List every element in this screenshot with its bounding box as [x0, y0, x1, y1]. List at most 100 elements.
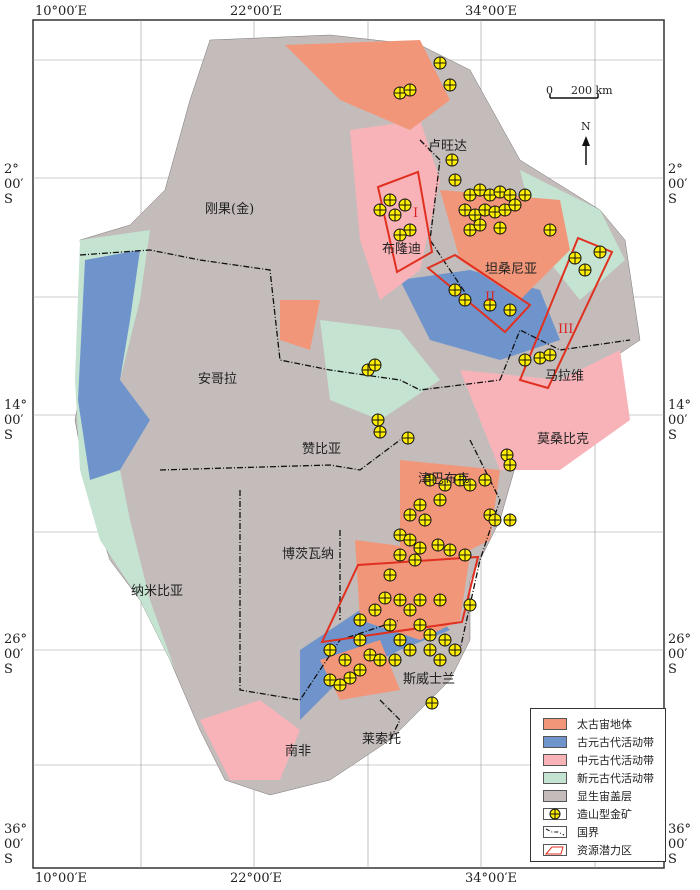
gold-deposit-icon — [488, 513, 502, 527]
north-arrow-icon — [582, 136, 590, 165]
legend-swatch — [543, 772, 567, 784]
country-burundi: 布隆迪 — [382, 242, 422, 257]
gold-deposit-icon — [383, 193, 397, 207]
scale-start: 0 — [546, 84, 553, 97]
gold-deposit-icon — [383, 568, 397, 582]
gold-deposit-icon — [431, 538, 445, 552]
gold-deposit-icon — [568, 251, 582, 265]
gold-deposit-icon — [503, 188, 517, 202]
legend-label: 太古宙地体 — [577, 718, 632, 731]
gold-deposit-icon — [353, 613, 367, 627]
gold-deposit-icon — [401, 431, 415, 445]
left-lat-label: 14° 00′ S — [4, 398, 28, 443]
gold-deposit-icon — [408, 553, 422, 567]
left-lat-label: 26° 00′ S — [4, 632, 28, 677]
gold-deposit-icon — [593, 245, 607, 259]
gold-deposit-icon — [463, 478, 477, 492]
mesoproterozoic-belt — [460, 350, 630, 470]
legend-swatch — [543, 790, 567, 802]
potential-zone-icon — [543, 844, 567, 856]
bottom-lon-label: 22°00′E — [230, 871, 283, 886]
archean-craton — [285, 40, 450, 130]
zone-label-III: III — [558, 322, 574, 337]
country-mozambique: 莫桑比克 — [537, 432, 590, 447]
legend: 太古宙地体 古元古代活动带 中元古代活动带 新元古代活动带 显生宙盖层 造山型金… — [530, 708, 666, 862]
legend-label: 国界 — [577, 826, 599, 839]
legend-item-neoproterozoic: 新元古代活动带 — [543, 771, 654, 785]
country-eswatini: 斯威士兰 — [403, 672, 456, 687]
legend-item-phanerozoic: 显生宙盖层 — [543, 789, 632, 803]
gold-deposit-icon — [403, 603, 417, 617]
legend-label: 造山型金矿 — [577, 808, 632, 821]
legend-label: 中元古代活动带 — [577, 754, 654, 767]
left-lat-label: 2° 00′ S — [4, 162, 24, 207]
gold-deposit-icon — [323, 643, 337, 657]
gold-deposit-icon — [508, 198, 522, 212]
legend-label: 古元古代活动带 — [577, 736, 654, 749]
archean-craton — [280, 300, 320, 350]
legend-label: 新元古代活动带 — [577, 772, 654, 785]
paleoproterozoic-belt — [78, 250, 150, 480]
zone-label-I: I — [413, 206, 419, 221]
gold-deposit-icon — [368, 358, 382, 372]
gold-deposit-icon — [403, 533, 417, 547]
gold-deposit-icon — [438, 633, 452, 647]
right-lat-label: 2° 00′ S — [668, 162, 688, 207]
gold-deposit-icon — [448, 283, 462, 297]
gold-deposit-icon — [353, 663, 367, 677]
legend-swatch — [543, 718, 567, 730]
border-line-icon — [543, 826, 567, 838]
country-drc: 刚果(金) — [205, 202, 255, 217]
gold-deposit-icon — [578, 263, 592, 277]
gold-deposit-icon — [473, 218, 487, 232]
gold-deposit-icon — [373, 203, 387, 217]
scale-end: 200 km — [571, 84, 613, 97]
potential-zone-I — [376, 170, 434, 274]
gold-deposit-icon — [458, 548, 472, 562]
gold-deposit-icon — [373, 653, 387, 667]
country-namibia: 纳米比亚 — [131, 584, 184, 599]
country-rwanda: 卢旺达 — [428, 139, 468, 154]
north-label: N — [581, 120, 591, 133]
gold-deposit-icon — [445, 153, 459, 167]
gold-deposit-icon — [478, 473, 492, 487]
gold-deposit-icon — [393, 228, 407, 242]
right-lat-label: 14° 00′ S — [668, 398, 692, 443]
gold-deposit-icon — [483, 188, 497, 202]
country-malawi: 马拉维 — [545, 369, 585, 384]
gold-deposit-icon — [418, 513, 432, 527]
legend-label: 资源潜力区 — [577, 844, 632, 857]
country-tanzania: 坦桑尼亚 — [485, 262, 538, 277]
gold-deposit-icon — [458, 293, 472, 307]
gold-deposit-icon — [498, 203, 512, 217]
gold-deposit-icon — [448, 173, 462, 187]
gold-deposit-icon — [393, 548, 407, 562]
gold-deposit-icon — [443, 543, 457, 557]
gold-deposit-icon — [363, 648, 377, 662]
gold-deposit-icon — [333, 678, 347, 692]
gold-deposit-icon — [423, 628, 437, 642]
gold-deposit-icon — [338, 653, 352, 667]
gold-deposit-icon — [393, 633, 407, 647]
gold-deposit-icon — [403, 643, 417, 657]
gold-deposit-icon — [518, 353, 532, 367]
gold-deposit-icon — [378, 591, 392, 605]
gold-deposit-icon — [543, 223, 557, 237]
mesoproterozoic-belt — [200, 700, 300, 780]
gold-deposit-icon — [433, 653, 447, 667]
gold-deposit-icon — [343, 671, 357, 685]
gold-deposit-icon — [413, 618, 427, 632]
legend-item-archean: 太古宙地体 — [543, 717, 632, 731]
zone-label-II: II — [485, 290, 496, 305]
gold-deposit-icon — [413, 541, 427, 555]
gold-deposit-icon — [503, 303, 517, 317]
gold-deposits — [323, 56, 607, 710]
gold-deposit-icon — [543, 808, 567, 820]
potential-zones — [320, 170, 614, 644]
gold-deposit-icon — [368, 603, 382, 617]
gold-deposit-icon — [383, 618, 397, 632]
gold-deposit-icon — [483, 298, 497, 312]
gold-deposit-icon — [413, 593, 427, 607]
